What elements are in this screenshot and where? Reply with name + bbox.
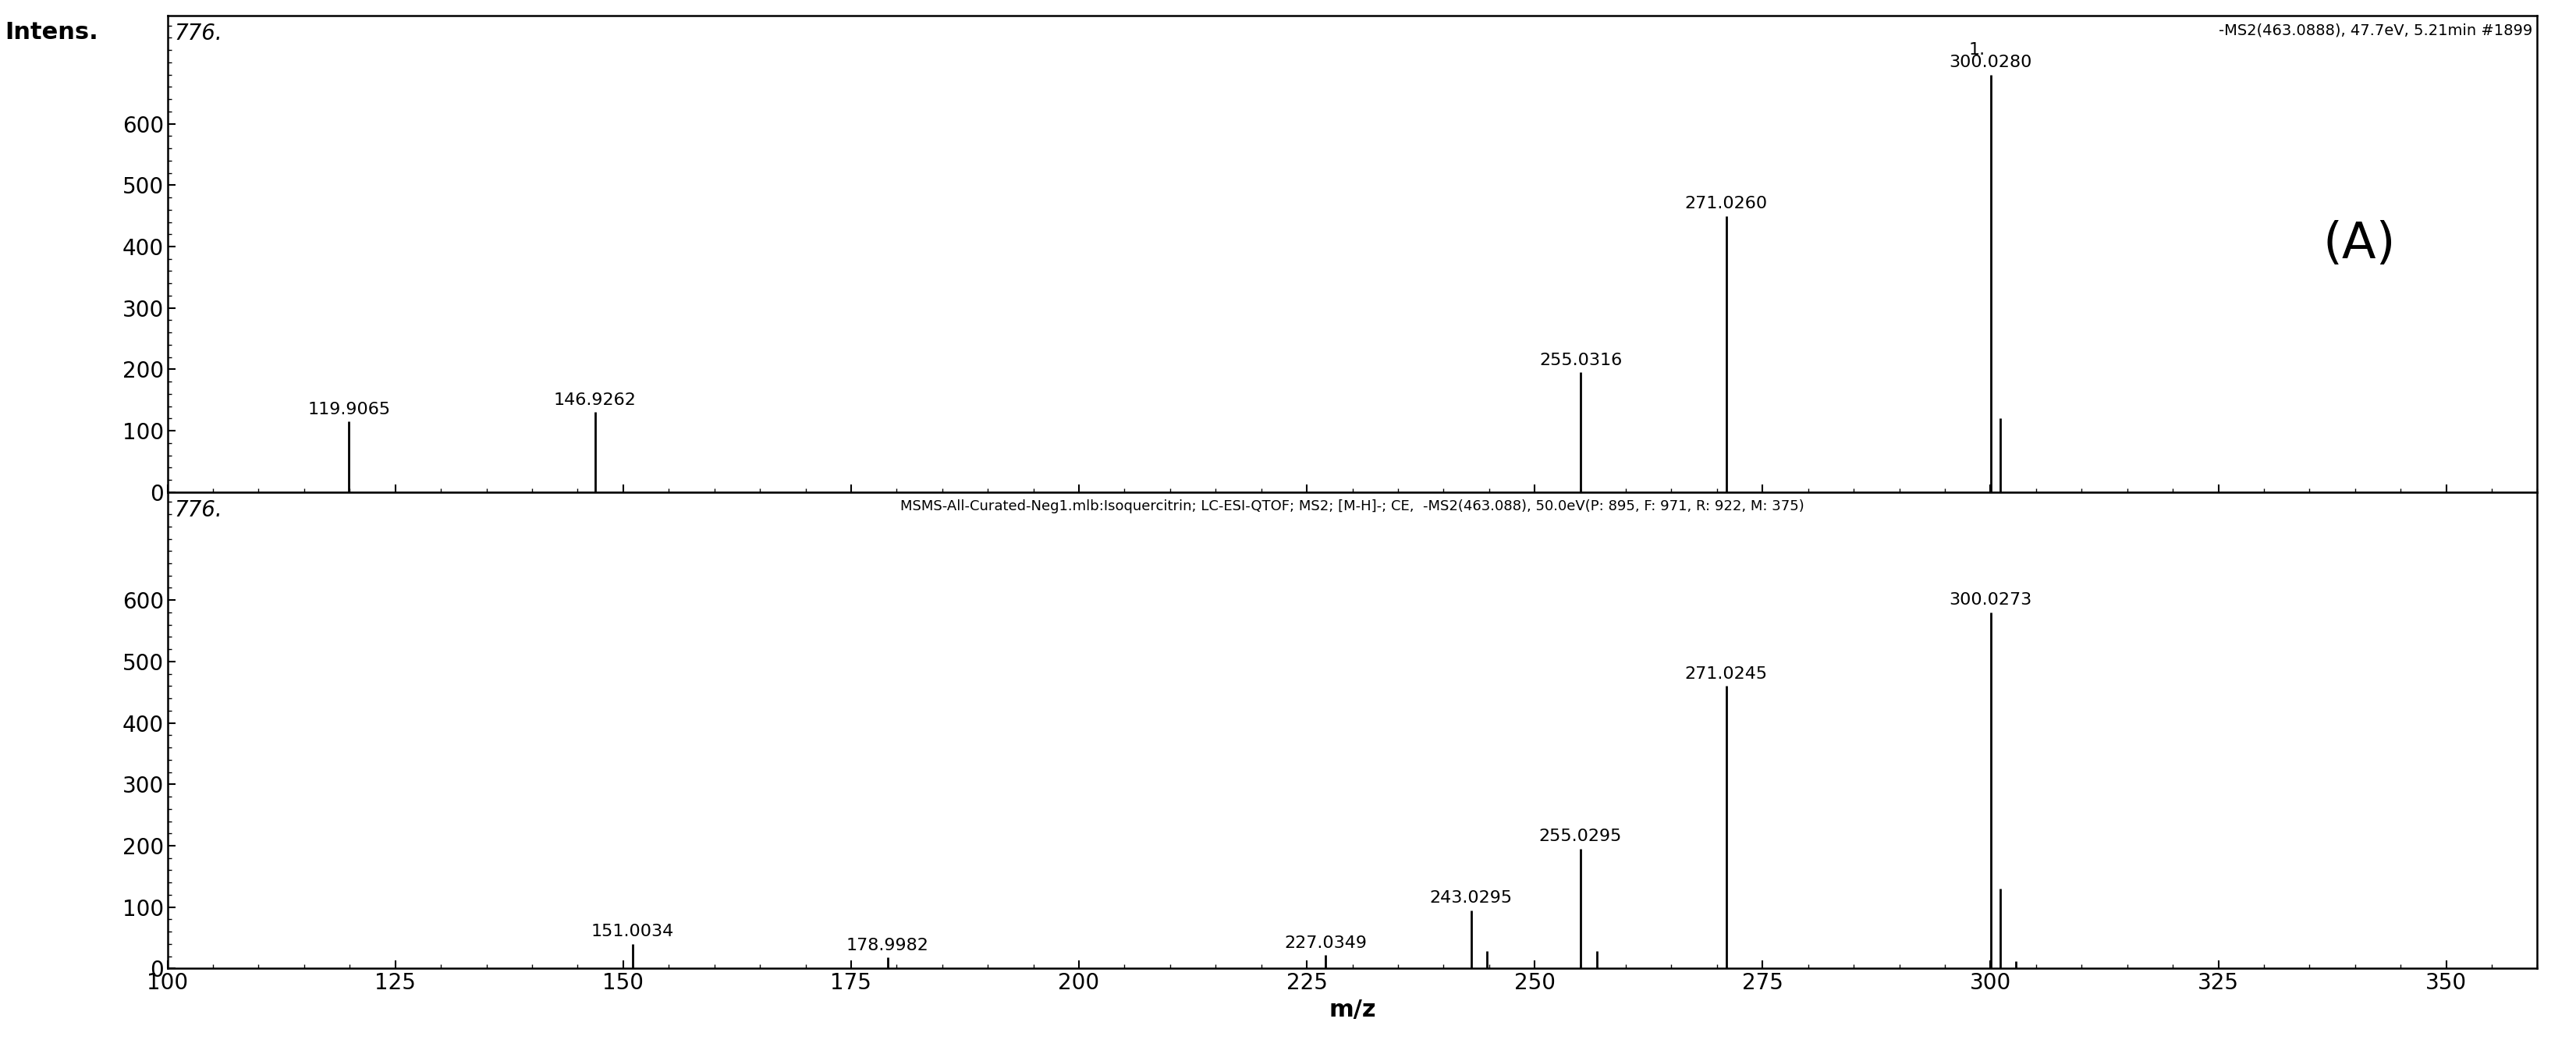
Text: 1.: 1. (1968, 42, 1986, 58)
Text: 255.0316: 255.0316 (1538, 353, 1623, 369)
Text: 255.0295: 255.0295 (1538, 829, 1623, 845)
Text: 227.0349: 227.0349 (1283, 935, 1368, 951)
Text: Intens.: Intens. (5, 21, 98, 44)
Text: 119.9065: 119.9065 (307, 402, 392, 417)
Text: 178.9982: 178.9982 (848, 937, 930, 953)
Text: MSMS-All-Curated-Neg1.mlb:Isoquercitrin; LC-ESI-QTOF; MS2; [M-H]-; CE,  -MS2(463: MSMS-All-Curated-Neg1.mlb:Isoquercitrin;… (902, 499, 1803, 513)
Text: 146.9262: 146.9262 (554, 393, 636, 408)
Text: -MS2(463.0888), 47.7eV, 5.21min #1899: -MS2(463.0888), 47.7eV, 5.21min #1899 (2218, 23, 2532, 38)
Text: 300.0273: 300.0273 (1950, 593, 2032, 608)
Text: 243.0295: 243.0295 (1430, 890, 1512, 906)
Text: 271.0245: 271.0245 (1685, 666, 1767, 682)
Text: 151.0034: 151.0034 (590, 925, 675, 939)
Text: 776.: 776. (175, 23, 222, 45)
Text: (A): (A) (2324, 220, 2396, 268)
Text: 300.0280: 300.0280 (1950, 54, 2032, 70)
Text: 271.0260: 271.0260 (1685, 196, 1767, 211)
X-axis label: m/z: m/z (1329, 999, 1376, 1021)
Text: 776.: 776. (175, 499, 222, 521)
